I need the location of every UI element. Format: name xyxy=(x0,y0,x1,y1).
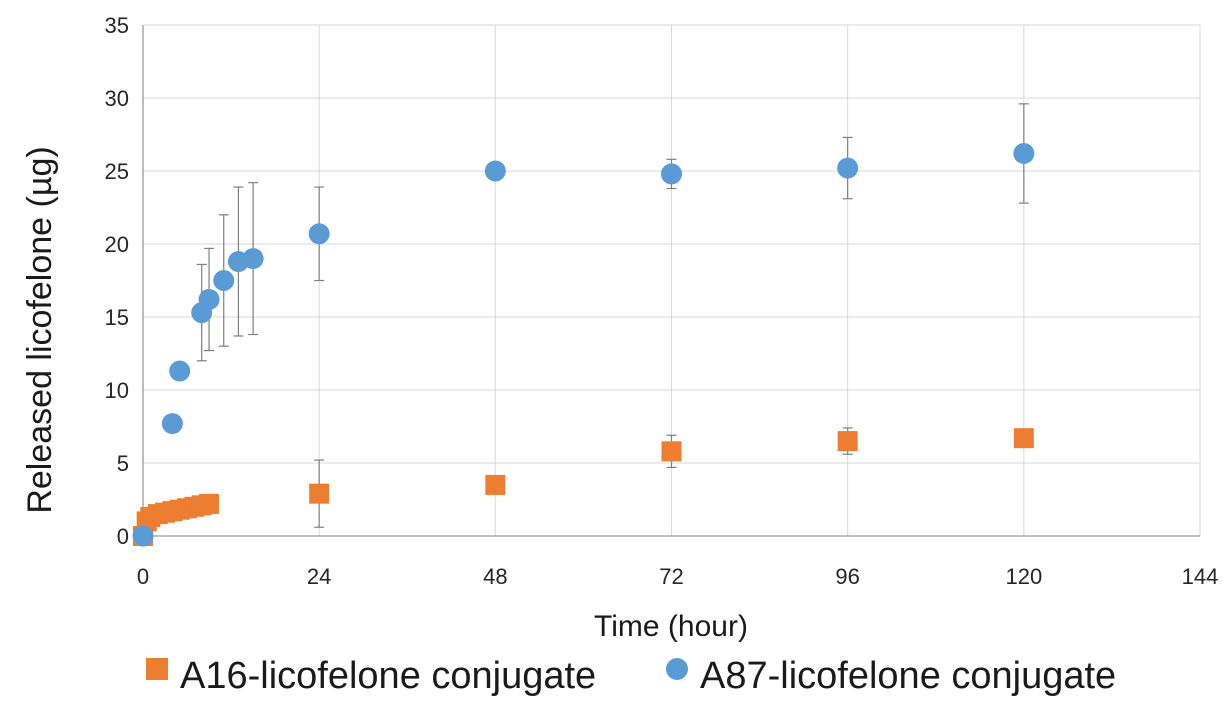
circle-point xyxy=(132,525,154,547)
circle-point xyxy=(661,163,682,185)
x-tick-label: 144 xyxy=(1182,564,1219,589)
y-tick-label: 0 xyxy=(117,524,129,549)
x-tick-label: 24 xyxy=(307,564,331,589)
y-tick-label: 15 xyxy=(105,305,129,330)
square-point xyxy=(199,493,220,514)
x-tick-label: 96 xyxy=(835,564,859,589)
y-tick-label: 30 xyxy=(105,86,129,111)
y-tick-label: 10 xyxy=(105,378,129,403)
square-point xyxy=(1013,428,1034,449)
legend-label-a16: A16-licofelone conjugate xyxy=(180,655,596,697)
x-axis-title: Time (hour) xyxy=(594,610,748,643)
tick-labels: 0 5 10 15 20 25 30 35 0 24 48 72 96 120 144 xyxy=(105,13,1219,589)
circle-point xyxy=(198,288,220,310)
square-point xyxy=(485,474,506,495)
x-tick-label: 48 xyxy=(483,564,507,589)
legend-label-a87: A87-licofelone conjugate xyxy=(700,655,1116,697)
square-point xyxy=(661,441,682,462)
x-tick-label: 120 xyxy=(1005,564,1042,589)
y-tick-label: 20 xyxy=(105,232,129,257)
legend-circle-marker xyxy=(666,658,688,680)
x-tick-label: 72 xyxy=(659,564,683,589)
y-axis-title: Released licofelone (µg) xyxy=(21,146,59,513)
circle-point xyxy=(308,223,330,245)
axes xyxy=(142,25,1200,537)
legend-square-marker xyxy=(146,658,168,680)
circle-point xyxy=(484,160,506,182)
y-tick-label: 35 xyxy=(105,13,129,38)
circle-point xyxy=(242,248,264,270)
square-point xyxy=(309,483,330,504)
x-tick-label: 0 xyxy=(137,564,149,589)
circle-point xyxy=(213,270,235,291)
circle-point xyxy=(837,157,859,179)
y-tick-label: 25 xyxy=(105,159,129,184)
circle-point xyxy=(1013,142,1035,164)
legend: A16-licofelone conjugate A87-licofelone c… xyxy=(146,655,1116,697)
square-point xyxy=(837,431,858,452)
y-tick-label: 5 xyxy=(117,451,129,476)
circle-point xyxy=(161,413,183,435)
circle-point xyxy=(169,360,191,382)
data-points xyxy=(132,142,1035,547)
